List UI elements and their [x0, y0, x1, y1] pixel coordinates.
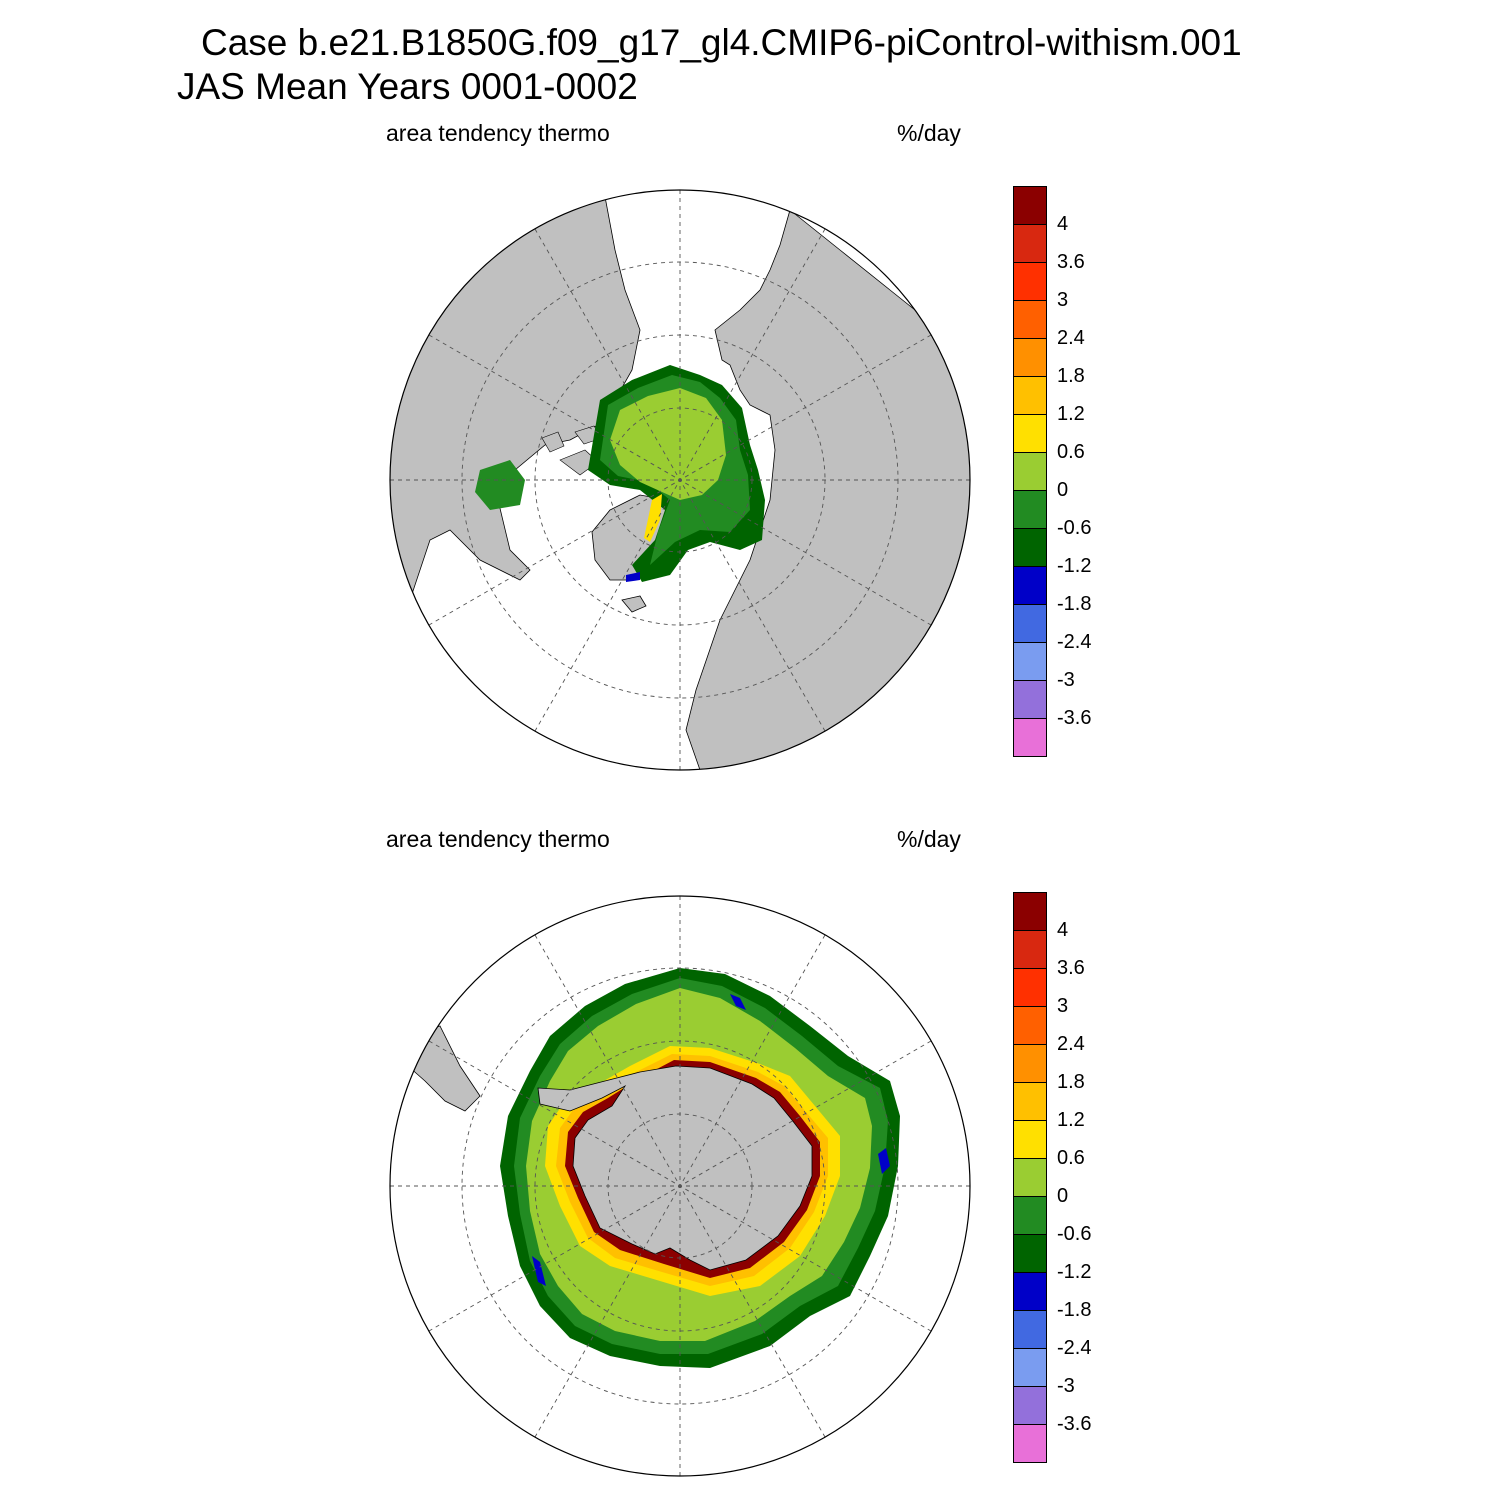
north-land-iceland	[621, 595, 647, 613]
north-colorbar-tick-label: 0	[1057, 479, 1069, 501]
south-colorbar-tick-label: 0.6	[1057, 1147, 1085, 1169]
north-map-boundary	[389, 189, 971, 771]
north-colorbar-tick-label: 3.6	[1057, 251, 1085, 273]
north-field-light-green	[610, 388, 726, 500]
south-colorbar-swatch	[1013, 1006, 1047, 1045]
north-polar-map	[389, 189, 971, 771]
north-map-content	[390, 190, 970, 770]
south-colorbar-tick-label: -1.8	[1057, 1299, 1092, 1321]
north-colorbar-swatch	[1013, 338, 1047, 377]
north-colorbar-swatch	[1013, 224, 1047, 263]
south-colorbar-swatch	[1013, 1082, 1047, 1121]
south-colorbar: 4 3.6 3 2.4 1.8 1.2 0.6 0 -0.6 -1.2 -1.8 -2.4 -3 -3.6	[1013, 892, 1113, 1463]
south-polar-map	[389, 895, 971, 1477]
north-colorbar-swatch	[1013, 680, 1047, 719]
north-colorbar-swatch	[1013, 452, 1047, 491]
north-colorbar-swatch	[1013, 300, 1047, 339]
south-map-content	[390, 896, 970, 1476]
north-colorbar-swatch	[1013, 566, 1047, 605]
north-colorbar-swatch	[1013, 490, 1047, 529]
north-colorbar-tick-label: -1.2	[1057, 555, 1092, 577]
north-units-label: %/day	[897, 120, 961, 146]
south-colorbar-swatch	[1013, 968, 1047, 1007]
south-field-blue-east	[878, 1148, 890, 1174]
south-field-blue-northeast	[730, 994, 746, 1010]
north-colorbar-tick-label: -2.4	[1057, 631, 1092, 653]
south-colorbar-swatch	[1013, 1234, 1047, 1273]
north-colorbar-tick-label: 1.2	[1057, 403, 1085, 425]
south-colorbar-swatch	[1013, 1386, 1047, 1425]
north-field-hudson-bay	[475, 460, 525, 510]
north-colorbar-swatch	[1013, 604, 1047, 643]
figure-title-case: Case b.e21.B1850G.f09_g17_gl4.CMIP6-piCo…	[201, 22, 1242, 63]
north-colorbar: 4 3.6 3 2.4 1.8 1.2 0.6 0 -0.6 -1.2 -1.8 -2.4 -3 -3.6	[1013, 186, 1113, 757]
south-colorbar-tick-label: 3.6	[1057, 957, 1085, 979]
south-colorbar-swatch	[1013, 1348, 1047, 1387]
north-variable-label: area tendency thermo	[386, 120, 610, 146]
figure-title-period: JAS Mean Years 0001-0002	[177, 66, 638, 107]
north-colorbar-swatch	[1013, 718, 1047, 757]
south-colorbar-swatch	[1013, 1196, 1047, 1235]
south-colorbar-tick-label: 1.2	[1057, 1109, 1085, 1131]
north-colorbar-tick-label: -3	[1057, 669, 1075, 691]
south-colorbar-tick-label: -3	[1057, 1375, 1075, 1397]
south-colorbar-swatch	[1013, 892, 1047, 931]
north-graticule	[390, 190, 970, 770]
south-map-boundary	[389, 895, 971, 1477]
south-colorbar-tick-label: 4	[1057, 919, 1069, 941]
north-colorbar-tick-label: -0.6	[1057, 517, 1092, 539]
south-colorbar-swatch	[1013, 1158, 1047, 1197]
south-colorbar-swatch	[1013, 1120, 1047, 1159]
north-colorbar-tick-label: 1.8	[1057, 365, 1085, 387]
north-colorbar-tick-label: 2.4	[1057, 327, 1085, 349]
south-colorbar-swatch	[1013, 1044, 1047, 1083]
south-colorbar-tick-label: -1.2	[1057, 1261, 1092, 1283]
north-colorbar-tick-label: 4	[1057, 213, 1069, 235]
north-colorbar-tick-label: -3.6	[1057, 707, 1092, 729]
south-colorbar-tick-label: -3.6	[1057, 1413, 1092, 1435]
south-colorbar-tick-label: 0	[1057, 1185, 1069, 1207]
north-colorbar-tick-label: 0.6	[1057, 441, 1085, 463]
north-colorbar-tick-label: -1.8	[1057, 593, 1092, 615]
south-colorbar-tick-label: 2.4	[1057, 1033, 1085, 1055]
north-colorbar-swatch	[1013, 414, 1047, 453]
south-field-blue-west	[532, 1256, 546, 1286]
south-variable-label: area tendency thermo	[386, 826, 610, 852]
south-colorbar-tick-label: -2.4	[1057, 1337, 1092, 1359]
north-colorbar-swatch	[1013, 186, 1047, 225]
north-field-blue-patch	[626, 572, 640, 582]
north-colorbar-swatch	[1013, 262, 1047, 301]
south-colorbar-swatch	[1013, 1310, 1047, 1349]
north-colorbar-swatch	[1013, 376, 1047, 415]
south-colorbar-tick-label: 3	[1057, 995, 1069, 1017]
south-colorbar-tick-label: 1.8	[1057, 1071, 1085, 1093]
north-field-yellow-edge	[644, 494, 662, 542]
south-colorbar-tick-label: -0.6	[1057, 1223, 1092, 1245]
south-colorbar-swatch	[1013, 1272, 1047, 1311]
north-colorbar-tick-label: 3	[1057, 289, 1069, 311]
north-colorbar-swatch	[1013, 528, 1047, 567]
south-colorbar-swatch	[1013, 1424, 1047, 1463]
north-land-arctic-islands	[541, 425, 603, 476]
south-colorbar-swatch	[1013, 930, 1047, 969]
south-units-label: %/day	[897, 826, 961, 852]
south-graticule	[390, 896, 970, 1476]
north-colorbar-swatch	[1013, 642, 1047, 681]
